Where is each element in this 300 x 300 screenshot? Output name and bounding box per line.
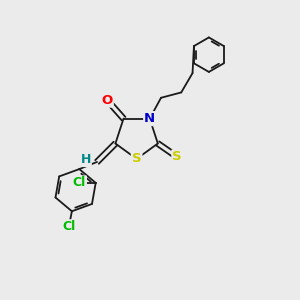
Text: Cl: Cl [62, 220, 76, 233]
Text: S: S [132, 152, 141, 165]
Text: H: H [80, 153, 91, 166]
Text: O: O [102, 94, 113, 107]
Text: N: N [144, 112, 155, 125]
Text: S: S [172, 150, 182, 164]
Text: Cl: Cl [73, 176, 86, 189]
